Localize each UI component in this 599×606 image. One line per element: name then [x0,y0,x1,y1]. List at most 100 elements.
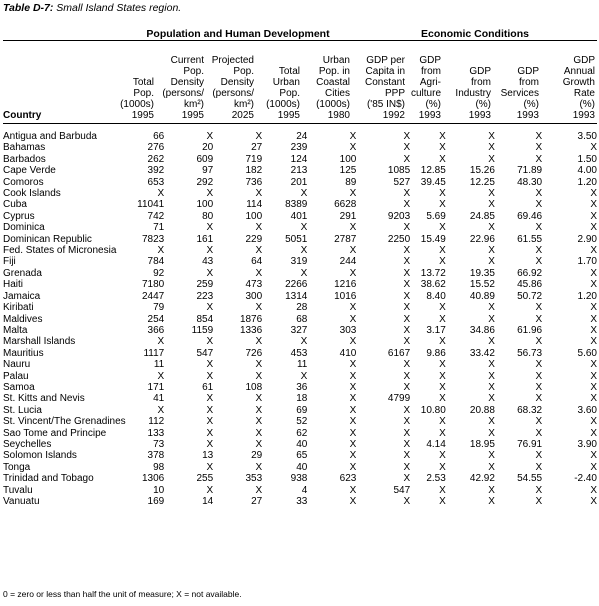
value-cell: X [590,461,597,473]
value-cell: X [349,313,357,325]
value-cell: X [206,461,214,473]
value-cell: X [535,336,543,348]
value-cell: 609 [196,153,214,165]
column-header-rule [3,123,597,124]
value-cell: X [488,393,495,405]
value-cell: 56.73 [517,347,543,359]
value-cell: 62 [296,427,308,439]
value-cell: X [349,267,357,279]
value-cell: 229 [245,233,263,245]
value-cell: 10.80 [420,404,446,416]
value-cell: X [349,496,357,507]
value-cell: X [488,313,495,325]
value-cell: X [206,370,214,382]
value-cell: X [403,131,411,142]
value-cell: X [488,450,495,462]
value-cell: 182 [245,165,263,177]
value-cell: X [439,302,446,314]
value-cell: X [535,313,543,325]
value-cell: X [488,199,495,211]
value-cell: 2.53 [426,473,446,485]
value-cell: X [535,153,543,165]
table-row: Mauritius 1117 547 726 453 410 6167 9.86 33.42 56… [3,348,599,359]
value-cell: 8389 [285,199,308,211]
column-header-10: GDP Annual Growth Rate (%) 1993 [562,55,595,121]
value-cell: 213 [290,165,308,177]
value-cell: 201 [290,176,308,188]
value-cell: 92 [153,267,165,279]
country-cell: Marshall Islands [3,336,76,348]
value-cell: X [403,302,411,314]
value-cell: X [157,370,165,382]
value-cell: 73 [153,438,165,450]
value-cell: X [349,188,357,200]
value-cell: 719 [245,153,263,165]
value-cell: X [535,427,543,439]
value-cell: X [590,370,597,382]
value-cell: X [403,245,411,257]
table-label: Table D-7: [3,2,54,14]
value-cell: X [403,290,411,302]
value-cell: 34.86 [469,324,495,336]
value-cell: X [439,245,446,257]
table-row: Barbados 262 609 719 124 100 X X X X 1.50 [3,154,599,165]
value-cell: X [439,461,446,473]
value-cell: X [535,496,543,507]
value-cell: 43 [202,256,214,268]
country-cell: Seychelles [3,438,52,450]
value-cell: X [590,324,597,336]
value-cell: X [439,142,446,154]
value-cell: X [403,370,411,382]
footnote: 0 = zero or less than half the unit of m… [3,589,242,599]
value-cell: X [349,142,357,154]
value-cell: X [206,438,214,450]
country-cell: Grenada [3,267,42,279]
value-cell: X [488,256,495,268]
value-cell: 71.89 [517,165,543,177]
value-cell: X [590,484,597,496]
value-cell: 12.25 [469,176,495,188]
value-cell: X [535,245,543,257]
value-cell: 300 [245,290,263,302]
country-cell: Maldives [3,313,43,325]
column-header-1: Total Pop. (1000s) 1995 [120,77,154,121]
table-row: Cuba 11041 100 114 8389 6628 X X X X X [3,199,599,210]
value-cell: 114 [246,199,263,211]
value-cell: X [488,302,495,314]
value-cell: 2787 [334,233,357,245]
value-cell: X [403,404,411,416]
table-row: Tuvalu 10 X X 4 X 547 X X X X [3,485,599,496]
value-cell: X [206,222,214,234]
value-cell: 33 [296,496,308,507]
value-cell: 14 [202,496,214,507]
value-cell: X [206,188,214,200]
value-cell: 71 [153,222,165,234]
value-cell: 42.92 [469,473,495,485]
value-cell: X [535,393,543,405]
value-cell: 18 [296,393,308,405]
value-cell: X [349,370,357,382]
value-cell: 410 [339,347,357,359]
value-cell: 239 [290,142,308,154]
value-cell: 108 [245,381,263,393]
country-cell: Jamaica [3,290,41,302]
value-cell: X [403,496,411,507]
value-cell: 15.52 [469,279,495,291]
value-cell: X [403,279,411,291]
value-cell: 24.85 [469,210,495,222]
value-cell: 547 [196,347,214,359]
value-cell: 3.90 [577,438,597,450]
value-cell: X [488,359,495,371]
value-cell: X [300,370,308,382]
value-cell: X [439,427,446,439]
value-cell: 392 [147,165,165,177]
value-cell: 39.45 [420,176,446,188]
value-cell: 3.50 [577,131,597,142]
value-cell: 10 [153,484,165,496]
value-cell: X [535,131,543,142]
table-row: Fiji 784 43 64 319 244 X X X X 1.70 [3,256,599,267]
value-cell: X [255,404,263,416]
value-cell: X [535,359,543,371]
value-cell: 736 [245,176,263,188]
value-cell: X [488,484,495,496]
